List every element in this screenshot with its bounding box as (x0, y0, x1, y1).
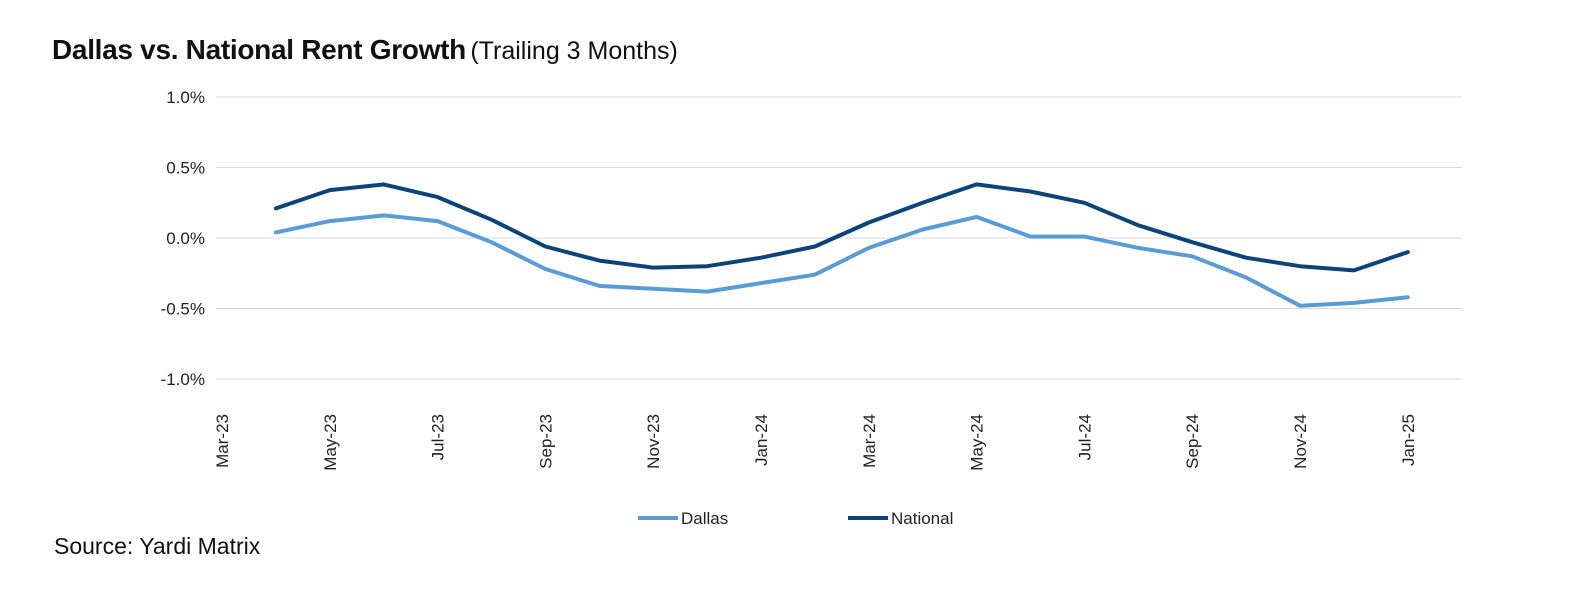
x-tick-label: May-23 (321, 414, 340, 471)
y-tick-label: -1.0% (161, 370, 205, 389)
x-tick-label: May-24 (968, 414, 987, 471)
x-tick-label: Nov-24 (1291, 414, 1310, 469)
chart-title-sub: (Trailing 3 Months) (470, 37, 678, 65)
legend-label-dallas: Dallas (681, 509, 728, 528)
y-tick-label: 0.0% (166, 229, 205, 248)
x-tick-label: Jan-24 (752, 414, 771, 466)
y-tick-label: -0.5% (161, 300, 205, 319)
chart-title: Dallas vs. National Rent Growth (Trailin… (52, 34, 678, 66)
y-tick-label: 0.5% (166, 159, 205, 178)
legend-label-national: National (891, 509, 953, 528)
x-tick-label: Mar-23 (213, 414, 232, 468)
x-tick-label: Mar-24 (860, 414, 879, 468)
series-line-national (273, 182, 1410, 273)
x-tick-label: Jan-25 (1399, 414, 1418, 466)
series-line-dallas (273, 213, 1410, 308)
x-tick-label: Nov-23 (644, 414, 663, 469)
x-tick-label: Jul-23 (429, 414, 448, 460)
source-note: Source: Yardi Matrix (54, 533, 261, 559)
x-tick-label: Jul-24 (1075, 414, 1094, 460)
x-tick-label: Sep-23 (536, 414, 555, 469)
x-tick-label: Sep-24 (1183, 414, 1202, 469)
y-tick-label: 1.0% (166, 88, 205, 107)
chart-title-main: Dallas vs. National Rent Growth (52, 34, 466, 65)
